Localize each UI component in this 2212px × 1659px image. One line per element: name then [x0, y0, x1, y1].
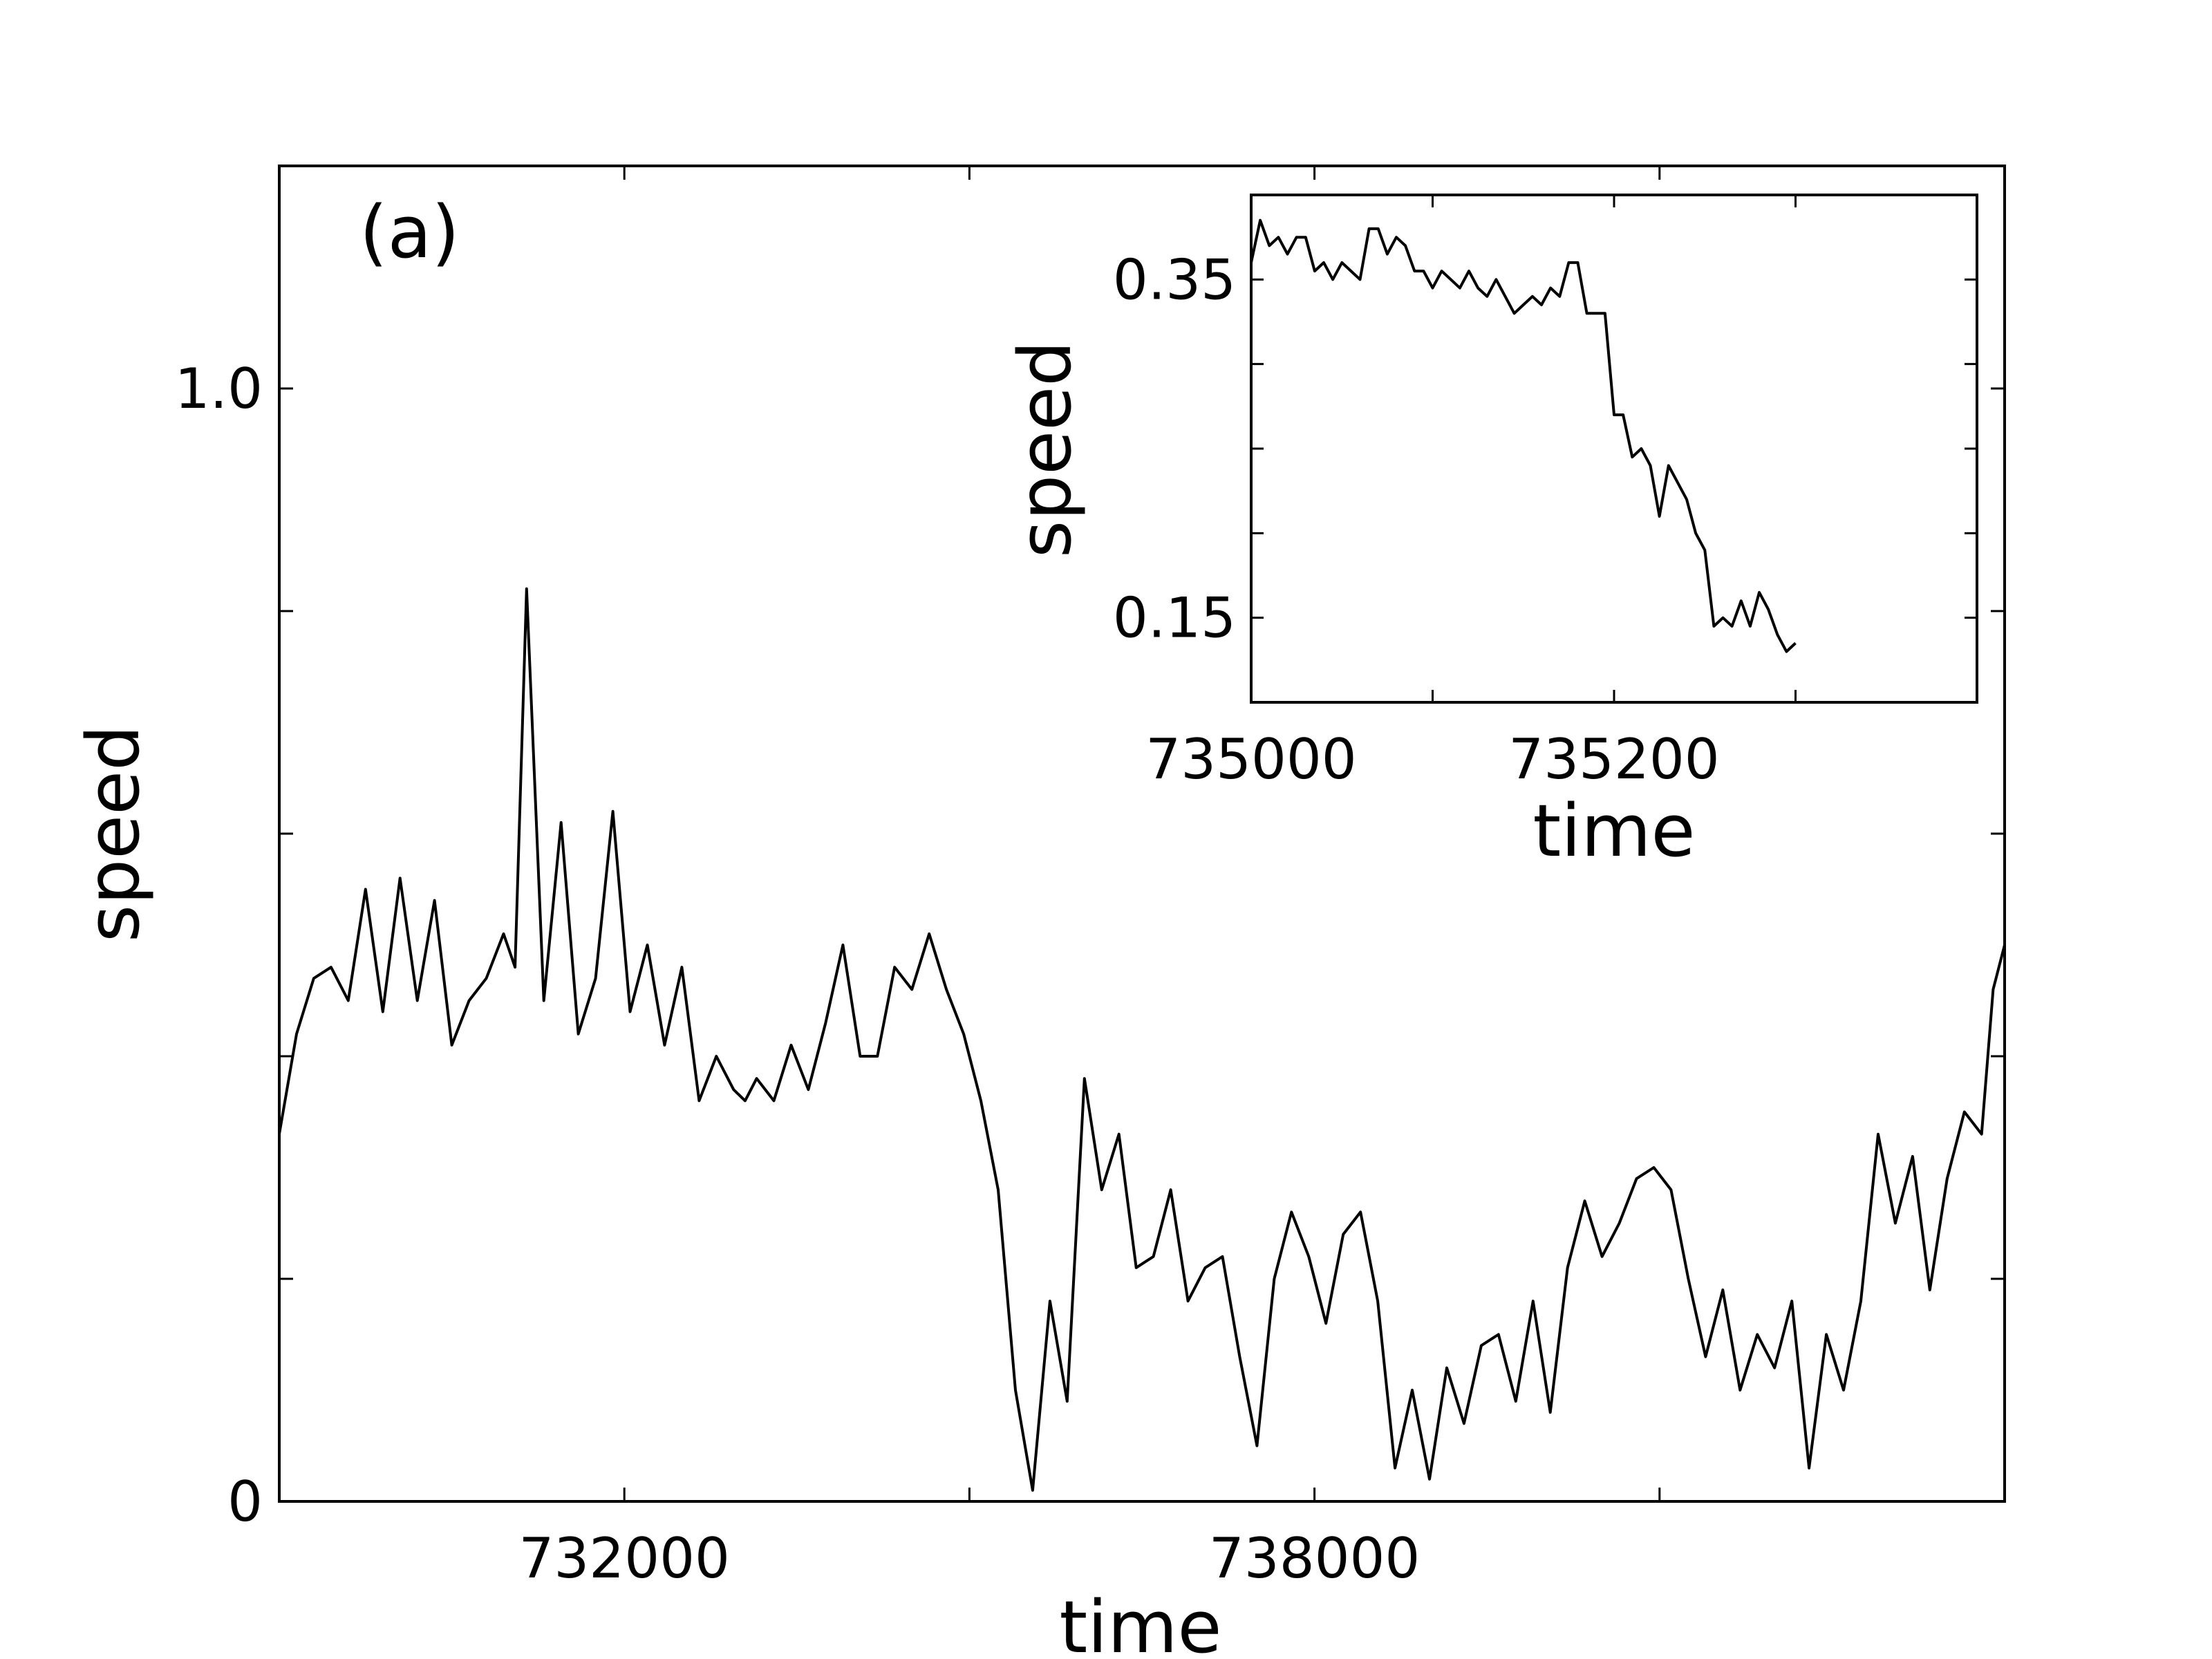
- main-tick-labels: 732000 738000 0 1.0: [175, 357, 1421, 1591]
- main-x-axis-label: time: [1060, 1585, 1222, 1659]
- main-series-line: [278, 587, 2006, 1492]
- main-y-axis-label: speed: [71, 725, 156, 942]
- main-plot-frame: [278, 165, 2006, 1503]
- inset-series-line: [1250, 218, 1797, 653]
- inset-plot: 735000 735200 0.15 0.35 time speed: [1003, 194, 1978, 873]
- inset-background: [1251, 195, 1977, 702]
- main-panel-label: (a): [359, 190, 460, 274]
- inset-y-tick-label-0: 0.15: [1113, 586, 1236, 650]
- main-y-tick-label-0: 0: [227, 1470, 263, 1534]
- inset-x-axis-label: time: [1533, 789, 1696, 873]
- main-x-tick-label-0: 732000: [519, 1526, 730, 1591]
- inset-x-tick-label-2: 735200: [1508, 727, 1719, 791]
- inset-y-axis-label: speed: [1003, 341, 1087, 558]
- inset-plot-frame: [1250, 194, 1978, 704]
- inset-x-tick-label-0: 735000: [1145, 727, 1356, 791]
- inset-tick-labels: 735000 735200 0.15 0.35: [1113, 247, 1720, 791]
- main-x-tick-label-2: 738000: [1209, 1526, 1420, 1591]
- inset-y-tick-label-4: 0.35: [1113, 247, 1236, 312]
- main-plot: 732000 738000 0 1.0 (a) time speed: [71, 165, 2006, 1659]
- main-y-tick-label-5: 1.0: [175, 357, 263, 421]
